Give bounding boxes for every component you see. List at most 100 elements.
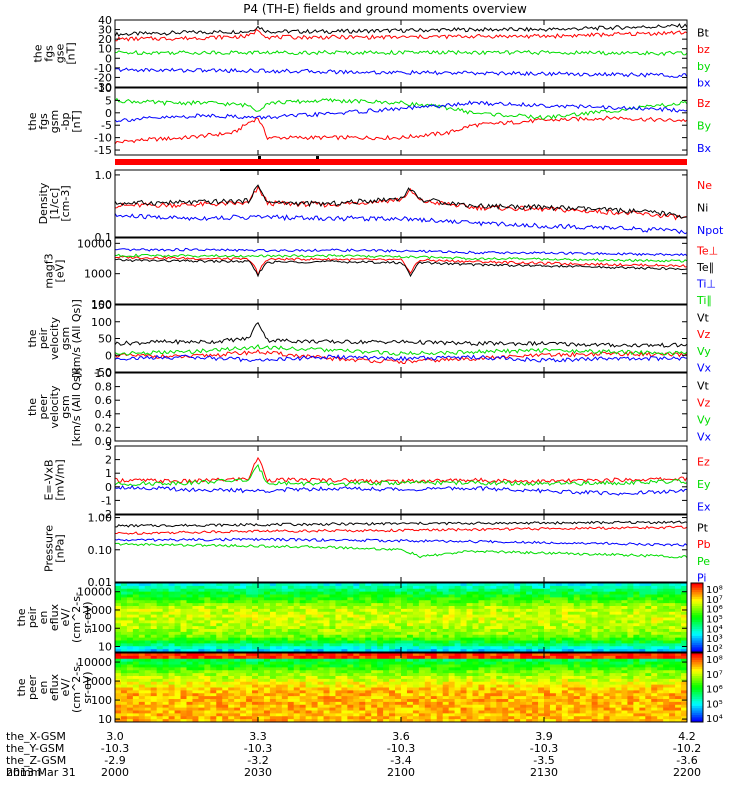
spectrogram-cell [621,676,629,680]
spectrogram-cell [466,637,474,642]
spectrogram-cell [532,600,539,604]
spectrogram-cell [180,658,188,663]
spectrogram-cell [466,617,474,621]
spectrogram-cell [657,673,664,677]
spectrogram-cell [228,640,235,644]
spectrogram-cell [371,687,378,691]
spectrogram-cell [645,620,652,624]
spectrogram-cell [418,710,426,714]
spectrogram-cell [526,629,533,633]
spectrogram-cell [323,661,331,666]
y-axis-label: [nT] [65,42,78,64]
spectrogram-cell [549,626,557,630]
spectrogram-cell [115,701,122,706]
spectrogram-cell [627,585,634,590]
spectrogram-cell [645,670,652,674]
spectrogram-cell [317,684,325,689]
spectrogram-cell [138,690,146,694]
spectrogram-cell [252,591,259,596]
spectrogram-cell [538,693,545,697]
spectrogram-cell [627,617,634,621]
spectrogram-cell [573,670,581,674]
spectrogram-cell [240,611,247,616]
spectrogram-cell [246,655,253,660]
spectrogram-cell [472,664,480,668]
spectrogram-cell [669,606,676,610]
spectrogram-cell [603,690,611,694]
spectrogram-cell [162,710,170,714]
spectrogram-cell [234,667,241,671]
spectrogram-cell [144,710,152,714]
spectrogram-cell [174,597,182,601]
y-tick-label: 100 [91,316,112,329]
spectrogram-cell [514,693,521,697]
spectrogram-cell [323,676,331,680]
spectrogram-cell [520,600,527,604]
spectrogram-cell [293,629,301,633]
spectrogram-cell [591,629,599,633]
spectrogram-cell [389,664,396,668]
spectrogram-cell [502,614,509,619]
spectrogram-cell [138,603,146,607]
spectrogram-cell [228,716,235,720]
spectrogram-cell [681,594,687,598]
spectrogram-cell [383,637,390,642]
spectrogram-cell [573,646,581,650]
spectrogram-cell [275,629,283,633]
spectrogram-cell [341,585,348,590]
y-axis-label: the [32,44,45,62]
spectrogram-cell [305,620,313,624]
spectrogram-cell [311,585,319,590]
legend-entry: Ex [697,501,711,514]
spectrogram-cell [579,673,587,677]
spectrogram-cell [198,623,205,627]
spectrogram-cell [591,655,599,660]
spectrogram-cell [585,710,593,714]
spectrogram-cell [442,637,450,642]
spectrogram-cell [335,623,343,627]
spectrogram-cell [490,629,497,633]
spectrogram-cell [263,670,271,674]
spectrogram-cell [275,608,283,613]
spectrogram-cell [234,617,241,621]
spectrogram-cell [466,693,474,697]
spectrogram-cell [472,713,480,717]
spectrogram-cell [395,614,402,619]
spectrogram-cell [549,716,557,720]
spectrogram-cell [436,631,444,636]
spectrogram-cell [615,646,623,650]
spectrogram-cell [567,710,575,714]
spectrogram-cell [180,678,188,683]
spectrogram-cell [317,614,325,619]
spectrogram-cell [579,597,587,601]
spectrogram-cell [603,600,611,604]
spectrogram-cell [228,693,235,697]
spectrogram-cell [156,594,164,598]
spectrogram-cell [520,690,527,694]
y-tick-label: 0.0 [95,435,113,448]
spectrogram-cell [442,667,450,671]
spectrogram-cell [621,620,629,624]
spectrogram-cell [484,690,491,694]
panels: Btbzbybx403020100-10-20-30thefgsgse[nT]B… [15,14,724,726]
spectrogram-cell [460,704,468,709]
spectrogram-cell [162,614,170,619]
spectrogram-cell [269,710,277,714]
spectrogram-cell [454,634,462,639]
spectrogram-cell [120,658,128,663]
spectrogram-cell [115,676,122,680]
spectrogram-cell [192,649,200,652]
spectrogram-cell [246,710,253,714]
series-line [115,354,687,363]
spectrogram-cell [317,719,325,722]
spectrogram-cell [460,600,468,604]
spectrogram-cell [389,716,396,720]
spectrogram-cell [234,583,241,587]
spectrogram-cell [371,676,378,680]
spectrogram-cell [412,704,420,709]
spectrogram-cell [287,637,295,642]
spectrogram-cell [621,673,629,677]
spectrogram-cell [222,701,229,706]
spectrogram-cell [120,646,128,650]
spectrogram-cell [466,643,474,647]
